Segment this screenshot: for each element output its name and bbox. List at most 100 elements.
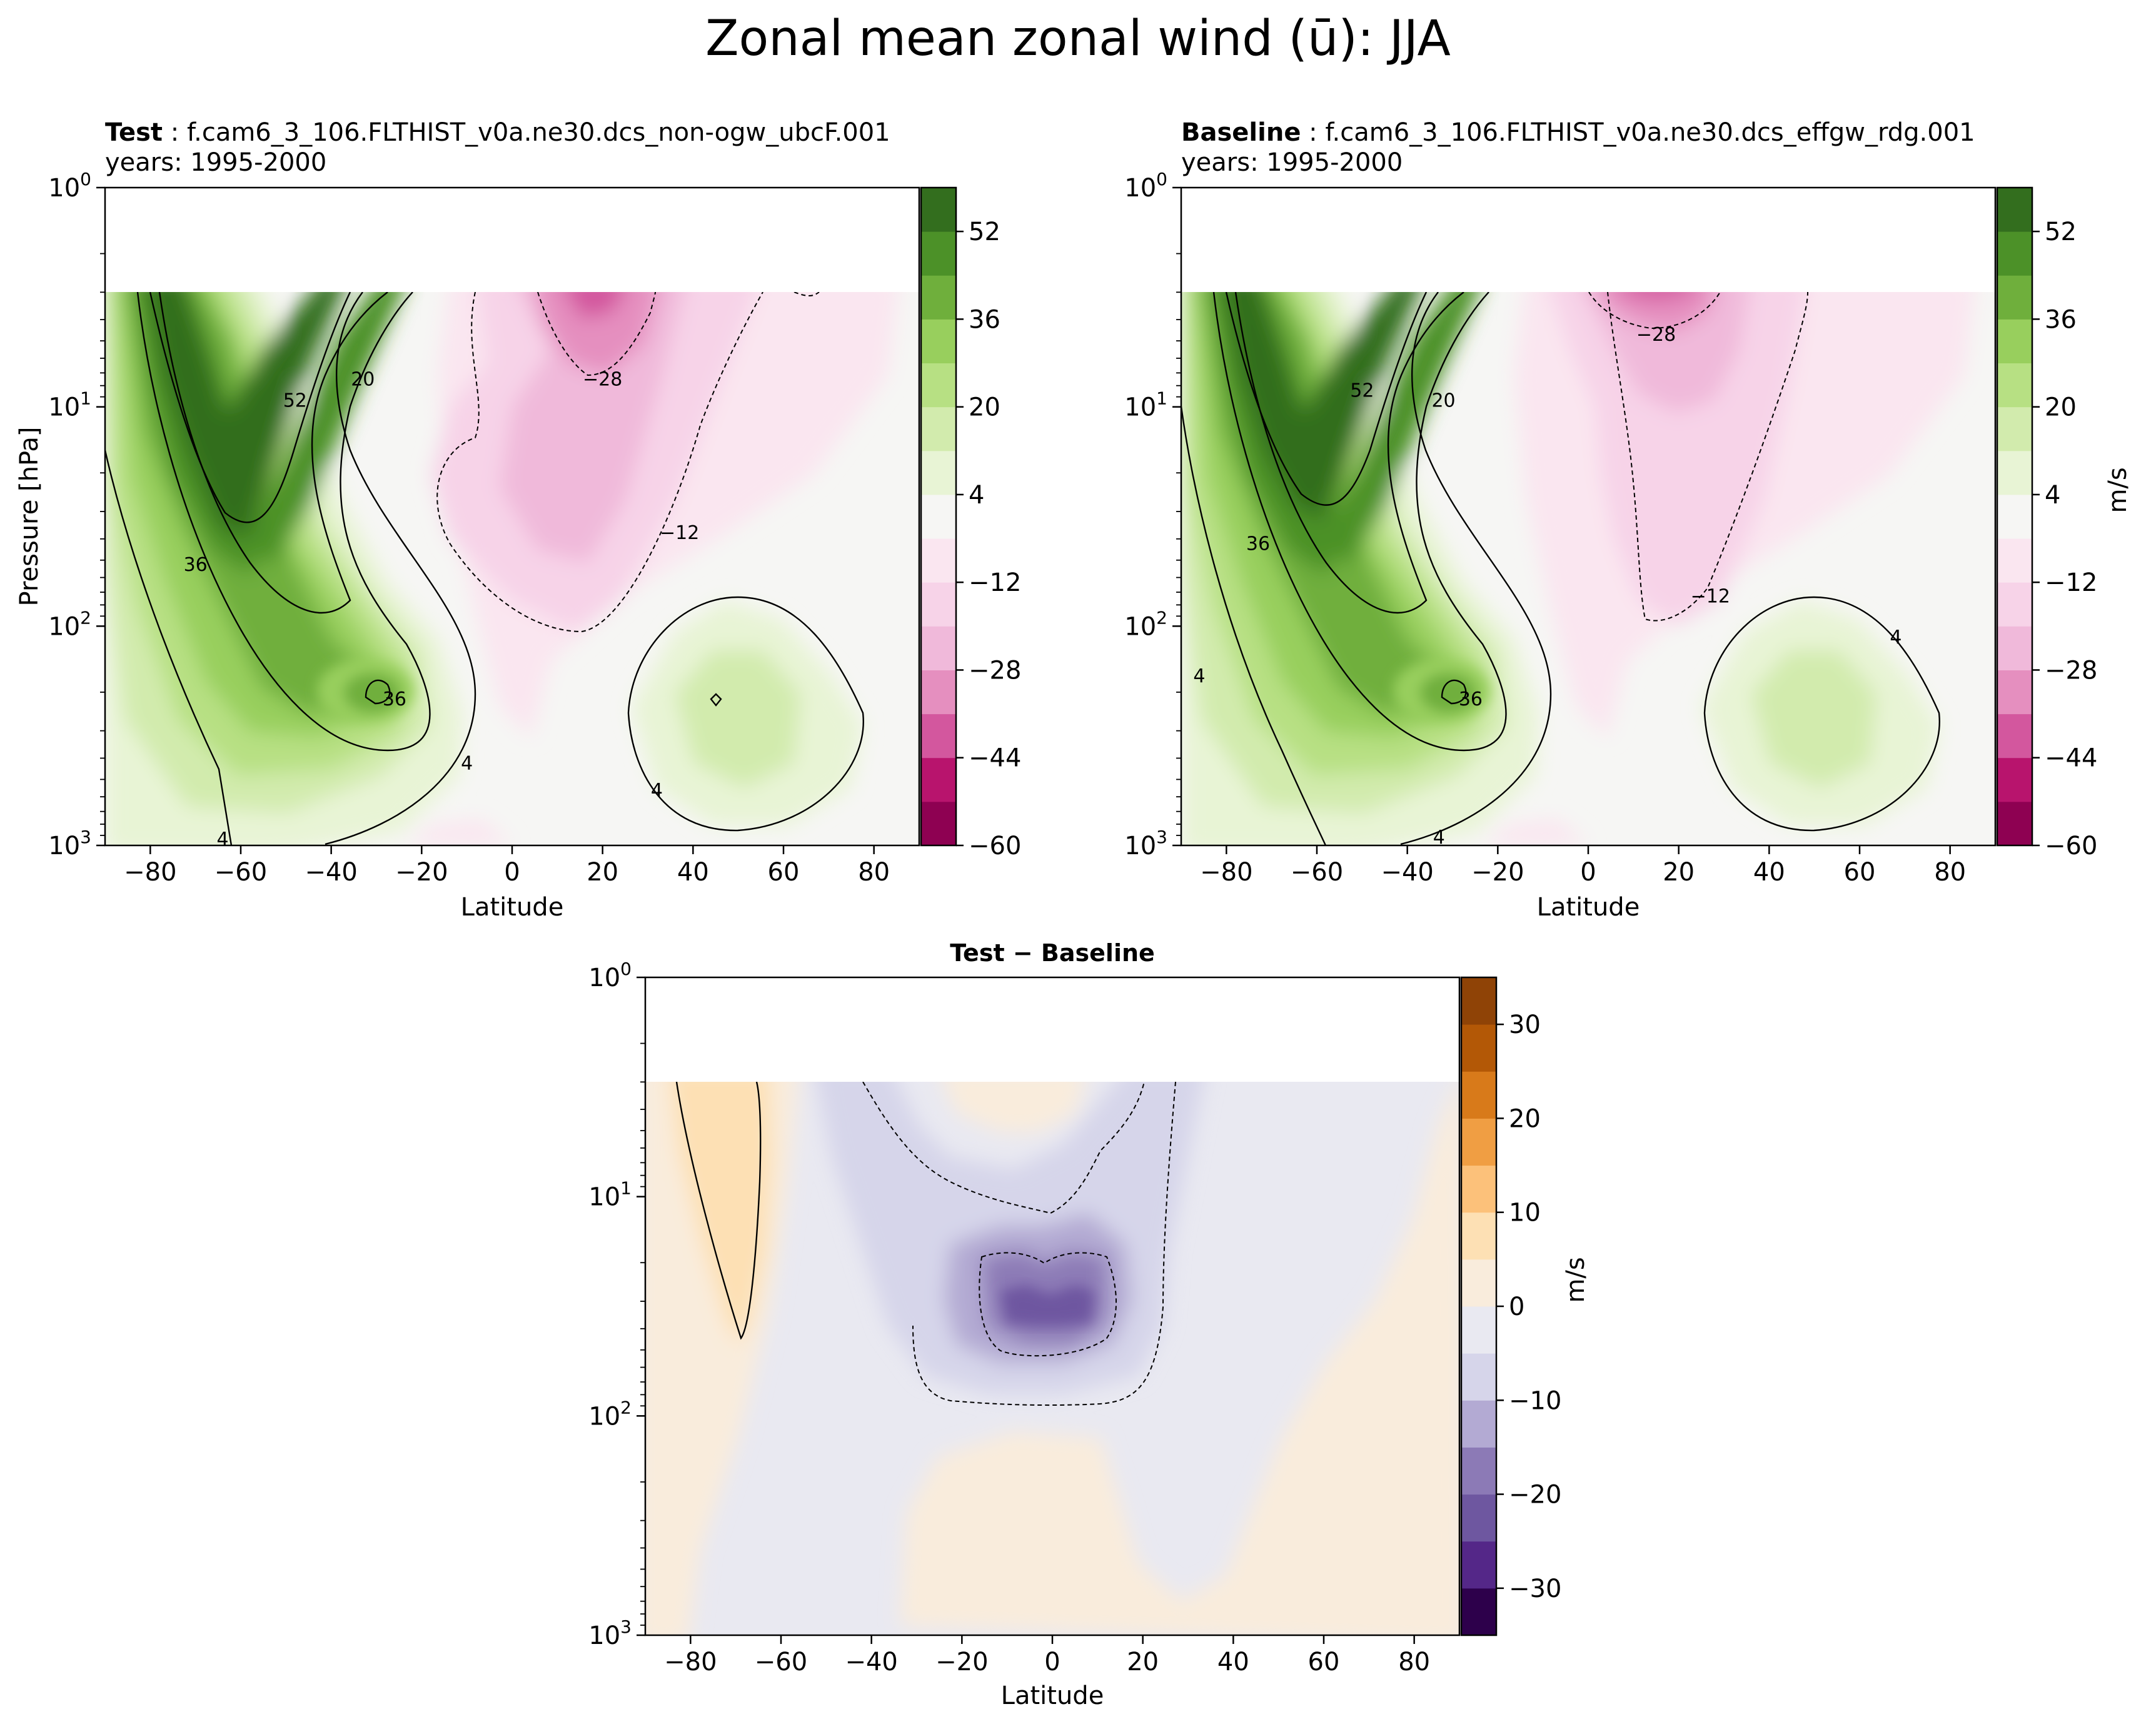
panel-baseline-case: f.cam6_3_106.FLTHIST_v0a.ne30.dcs_effgw_… bbox=[1325, 118, 1975, 147]
xtick-label: 80 bbox=[858, 858, 890, 887]
test-contour-4b bbox=[325, 292, 476, 845]
colorbar-swatch bbox=[1997, 538, 2032, 583]
colorbar-swatch bbox=[1461, 1447, 1496, 1495]
contour-label: 4 bbox=[217, 829, 229, 850]
xtick-label: 0 bbox=[1044, 1648, 1060, 1676]
base-neg-12 bbox=[1551, 292, 1805, 625]
colorbar-tick-label: −10 bbox=[1509, 1386, 1561, 1415]
panel-test-title: Test : f.cam6_3_106.FLTHIST_v0a.ne30.dcs… bbox=[105, 118, 890, 147]
xtick-label: −40 bbox=[305, 858, 357, 887]
panel-baseline-xlabel: Latitude bbox=[1537, 893, 1640, 922]
base-contour-52 bbox=[1225, 292, 1428, 506]
colorbar-tick-label: 52 bbox=[2045, 218, 2077, 246]
colorbar-tick-label: −28 bbox=[2045, 656, 2097, 685]
xtick-label: 60 bbox=[1844, 858, 1876, 887]
test-contour-20-nh bbox=[710, 693, 722, 707]
colorbar-swatch bbox=[1461, 1541, 1496, 1589]
contour-label: 4 bbox=[461, 752, 473, 774]
base-contour-36 bbox=[1234, 292, 1464, 614]
colorbar-swatch bbox=[1461, 1353, 1496, 1401]
xtick-label: 80 bbox=[1398, 1648, 1430, 1676]
base-jet-core bbox=[1282, 292, 1419, 513]
diff-pos-top-center bbox=[943, 1082, 1085, 1132]
base-contour-4a bbox=[1181, 406, 1327, 845]
panel-test-yticks: 100 101 102 103 bbox=[48, 169, 105, 860]
contour-label: −28 bbox=[583, 369, 622, 391]
colorbar-swatch bbox=[921, 757, 956, 802]
colorbar-swatch bbox=[1997, 670, 2032, 715]
test-contour-neg12 bbox=[436, 292, 763, 633]
panel-baseline-years: years: 1995-2000 bbox=[1181, 148, 1403, 177]
diff-pos-tongue bbox=[670, 1082, 772, 1344]
xtick-label: −60 bbox=[1291, 858, 1343, 887]
test-jet-core bbox=[206, 292, 343, 532]
diff-contour-neg5 bbox=[862, 1082, 1145, 1214]
test-contour-4a bbox=[105, 450, 233, 845]
colorbar-swatch bbox=[921, 582, 956, 627]
colorbar-swatch bbox=[921, 450, 956, 495]
colorbar-swatch bbox=[1461, 1024, 1496, 1072]
xtick-label: 20 bbox=[1127, 1648, 1159, 1676]
panel-test-colorbar: 52 36 20 4 −12 −28 −44 −60 bbox=[920, 186, 1021, 860]
test-neg-36 bbox=[566, 292, 623, 319]
panel-difference-field bbox=[645, 1082, 1459, 1635]
base-neg-36 bbox=[1625, 292, 1690, 300]
colorbar-swatch bbox=[1997, 363, 2032, 408]
colorbar-swatch bbox=[1997, 757, 2032, 802]
colorbar-tick-label: −60 bbox=[969, 832, 1021, 860]
colorbar-swatch bbox=[921, 801, 956, 846]
xtick-label: 60 bbox=[768, 858, 800, 887]
base-nh-pos-12 bbox=[1751, 650, 1876, 788]
colorbar-tick-label: 36 bbox=[2045, 305, 2077, 334]
contour-label: −28 bbox=[1636, 324, 1676, 346]
diff-contour-neg5-lower bbox=[912, 1082, 1176, 1406]
colorbar-tick-label: −28 bbox=[969, 656, 1021, 685]
xtick-label: 0 bbox=[504, 858, 520, 887]
colorbar-swatch bbox=[1997, 450, 2032, 495]
colorbar-tick-label: 10 bbox=[1509, 1199, 1541, 1227]
ytick-label: 103 bbox=[588, 1616, 632, 1650]
contour-label: 4 bbox=[651, 780, 663, 802]
ytick-label: 102 bbox=[48, 607, 91, 641]
xtick-label: −40 bbox=[1381, 858, 1433, 887]
xtick-label: −20 bbox=[1471, 858, 1524, 887]
colorbar-swatch bbox=[921, 406, 956, 451]
test-jet-shoulder bbox=[247, 292, 402, 563]
contour-label: 20 bbox=[1431, 390, 1455, 412]
ytick-label: 102 bbox=[588, 1397, 632, 1431]
panel-difference-xticks: −80 −60 −40 −20 0 20 40 60 80 bbox=[664, 1635, 1430, 1676]
panel-test-contour-labels: 52 20 36 36 −28 −12 4 4 4 bbox=[184, 369, 700, 850]
xtick-label: 80 bbox=[1934, 858, 1966, 887]
contour-label: 52 bbox=[1350, 380, 1374, 402]
colorbar-swatch bbox=[1461, 1259, 1496, 1307]
colorbar-swatch bbox=[921, 319, 956, 364]
colorbar-tick-label: 20 bbox=[969, 393, 1000, 422]
colorbar-label: m/s bbox=[2103, 467, 2132, 513]
panel-test-title-sep: : bbox=[163, 118, 187, 147]
colorbar-swatch bbox=[1461, 1588, 1496, 1636]
test-nh-pos-12 bbox=[675, 650, 800, 788]
colorbar-swatch bbox=[921, 494, 956, 539]
contour-label: 36 bbox=[1459, 688, 1483, 710]
ytick-label: 100 bbox=[588, 959, 632, 992]
xtick-label: 40 bbox=[677, 858, 709, 887]
colorbar-swatch bbox=[1997, 582, 2032, 627]
colorbar-tick-label: 20 bbox=[2045, 393, 2077, 422]
contour-label: 36 bbox=[184, 554, 208, 576]
xtick-label: −80 bbox=[1200, 858, 1252, 887]
panel-test-years: years: 1995-2000 bbox=[105, 148, 326, 177]
xtick-label: −80 bbox=[664, 1648, 717, 1676]
contour-label: 4 bbox=[1433, 827, 1445, 849]
colorbar-swatch bbox=[1997, 494, 2032, 539]
colorbar-tick-label: 4 bbox=[969, 481, 984, 510]
xtick-label: 40 bbox=[1217, 1648, 1249, 1676]
panel-baseline-colorbar: 52 36 20 4 −12 −28 −44 −60 m/s bbox=[1996, 186, 2132, 860]
colorbar-swatch bbox=[921, 670, 956, 715]
panel-baseline-field bbox=[1181, 292, 1995, 845]
colorbar-swatch bbox=[1997, 188, 2032, 232]
contour-label: 52 bbox=[283, 390, 307, 412]
colorbar-tick-label: −30 bbox=[1509, 1575, 1561, 1603]
panel-test: Test : f.cam6_3_106.FLTHIST_v0a.ne30.dcs… bbox=[15, 118, 1021, 922]
test-contour-neg28 bbox=[537, 292, 656, 376]
